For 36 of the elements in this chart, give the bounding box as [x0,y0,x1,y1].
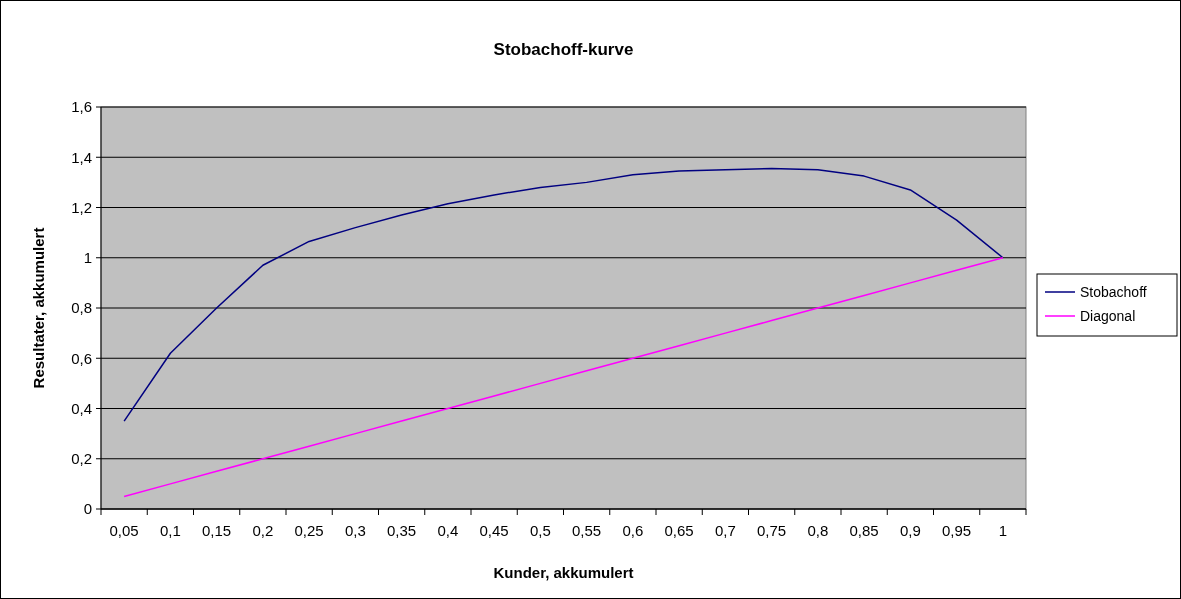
x-tick-label: 0,25 [294,522,324,539]
x-tick-label: 0,35 [387,522,417,539]
x-tick-label: 0,3 [344,522,366,539]
x-tick-label: 0,5 [529,522,551,539]
chart-title: Stobachoff-kurve [493,40,634,59]
y-tick-label: 0,8 [71,299,92,317]
x-axis-title: Kunder, akkumulert [493,564,634,581]
x-tick-label: 0,8 [807,522,829,539]
y-tick-label: 1,2 [71,198,92,216]
y-tick-label: 1,4 [71,148,92,166]
x-tick-label: 1 [998,522,1008,539]
x-tick-label: 0,7 [714,522,736,539]
line-series [123,167,1004,422]
y-tick-label: 0,2 [71,450,92,467]
x-tick-label: 0,1 [159,522,181,539]
y-tick-label: 0,4 [71,399,92,417]
y-tick-label: 0,6 [71,349,92,367]
x-tick-label: 0,95 [942,522,972,539]
x-tick-label: 0,2 [252,522,274,539]
legend-label: Stobachoff [1080,283,1147,300]
x-tick-label: 0,9 [899,522,921,539]
x-tick-label: 0,45 [479,522,509,539]
y-tick-label: 1,6 [71,98,92,116]
line-series [123,257,1004,498]
y-tick-label: 1 [83,249,92,266]
x-tick-label: 0,85 [849,522,879,539]
x-tick-label: 0,4 [437,522,459,539]
x-tick-label: 0,55 [572,522,602,539]
y-tick-label: 0 [83,500,92,518]
legend-label: Diagonal [1080,307,1136,324]
x-tick-label: 0,75 [757,522,787,539]
x-tick-label: 0,15 [202,522,232,539]
x-tick-label: 0,65 [664,522,694,539]
y-axis-title: Resultater, akkumulert [30,227,47,389]
x-tick-label: 0,05 [109,522,139,539]
x-tick-label: 0,6 [622,522,644,539]
